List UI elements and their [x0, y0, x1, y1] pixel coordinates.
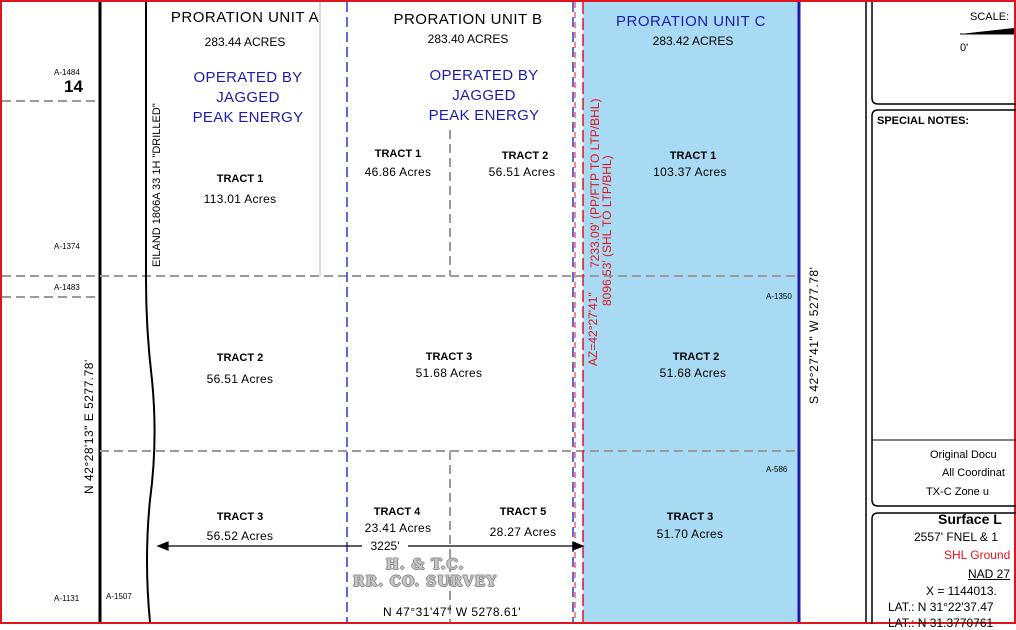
- tract-a1-acres: 113.01 Acres: [203, 192, 277, 206]
- section-number: 14: [64, 77, 83, 96]
- note-line-3: TX-C Zone u: [926, 486, 989, 498]
- tract-b2-acres: 56.51 Acres: [488, 165, 556, 179]
- tract-b2-label: TRACT 2: [501, 150, 549, 162]
- unit-c-title: PRORATION UNIT C: [616, 13, 766, 30]
- legend-boxes: [871, 2, 1016, 624]
- unit-b-operator: OPERATED BY JAGGED PEAK ENERGY: [428, 67, 540, 124]
- tract-a2-acres: 56.51 Acres: [206, 372, 274, 386]
- tract-c3-label: TRACT 3: [666, 511, 714, 523]
- dimension-line: [156, 541, 585, 551]
- tract-c2-acres: 51.68 Acres: [659, 366, 727, 380]
- abstract-a1374: A-1374: [54, 242, 80, 251]
- abstract-a1131: A-1131: [54, 594, 80, 603]
- special-notes-title: SPECIAL NOTES:: [877, 115, 970, 127]
- surface-line-5: LAT.: N 31°22'37.47: [888, 600, 994, 614]
- scale-bar: [960, 28, 1014, 34]
- surface-line-2: SHL Ground: [944, 548, 1011, 562]
- tract-b1-acres: 46.86 Acres: [364, 165, 432, 179]
- unit-b-acres: 283.40 ACRES: [427, 32, 509, 46]
- surface-title: Surface L: [938, 511, 1002, 527]
- east-bearing: S 42°27'41" W 5277.78': [807, 266, 821, 404]
- well-path: [145, 2, 156, 623]
- lateral-length-2: 8096.53' (SHL TO LTP/BHL): [600, 155, 614, 306]
- scale-zero: 0': [960, 42, 969, 54]
- unit-c-fill: [583, 2, 799, 622]
- abstract-a1507: A-1507: [106, 592, 132, 601]
- tract-c3-acres: 51.70 Acres: [656, 527, 724, 541]
- unit-c-acres: 283.42 ACRES: [652, 34, 734, 48]
- tract-a3-acres: 56.52 Acres: [206, 529, 274, 543]
- abstract-a1483: A-1483: [54, 283, 80, 292]
- unit-b-title: PRORATION UNIT B: [393, 11, 543, 28]
- unit-a-operator: OPERATED BY JAGGED PEAK ENERGY: [192, 69, 304, 126]
- well-name-label: EILAND 1806A 33 1H "DRILLED": [151, 103, 163, 267]
- tract-b5-label: TRACT 5: [499, 506, 547, 518]
- surface-line-6: LAT.: N 31.3770761: [888, 616, 994, 630]
- tract-b4-label: TRACT 4: [373, 506, 421, 518]
- west-bearing: N 42°28'13" E 5277.78': [82, 359, 96, 494]
- surface-line-3: NAD 27: [968, 567, 1011, 581]
- surface-line-1: 2557' FNEL & 1: [914, 530, 998, 544]
- tract-b1-label: TRACT 1: [374, 148, 422, 160]
- note-line-1: Original Docu: [930, 449, 997, 461]
- tract-c1-label: TRACT 1: [669, 150, 717, 162]
- tract-b3-acres: 51.68 Acres: [415, 366, 483, 380]
- lateral-lines: [574, 2, 584, 622]
- unit-a-title: PRORATION UNIT A: [170, 9, 320, 26]
- tract-a2-label: TRACT 2: [216, 352, 264, 364]
- scale-label: SCALE:: [970, 11, 1010, 23]
- tract-b5-acres: 28.27 Acres: [489, 525, 557, 539]
- abstract-a1484: A-1484: [54, 68, 80, 77]
- dimension-label: 3225': [368, 539, 402, 553]
- unit-a-acres: 283.44 ACRES: [204, 35, 286, 49]
- bottom-bearing: N 47°31'47" W 5278.61': [382, 605, 522, 619]
- note-line-2: All Coordinat: [942, 467, 1005, 479]
- survey-name-2: RR. CO. SURVEY: [352, 574, 498, 590]
- tract-a3-label: TRACT 3: [216, 511, 264, 523]
- tract-b4-acres: 23.41 Acres: [364, 521, 432, 535]
- tract-c1-acres: 103.37 Acres: [653, 165, 727, 179]
- tract-b3-label: TRACT 3: [425, 351, 473, 363]
- grid-lines: [2, 2, 799, 622]
- tract-c2-label: TRACT 2: [672, 351, 720, 363]
- unit-boundaries: [346, 2, 574, 622]
- survey-name-1: H. & T.C.: [385, 557, 465, 573]
- tract-a1-label: TRACT 1: [216, 173, 264, 185]
- surface-line-4: X = 1144013.: [926, 584, 997, 598]
- lateral-azimuth: AZ=42°27'41": [586, 292, 600, 366]
- abstract-a1350: A-1350: [766, 292, 792, 301]
- abstract-a586: A-586: [766, 465, 788, 474]
